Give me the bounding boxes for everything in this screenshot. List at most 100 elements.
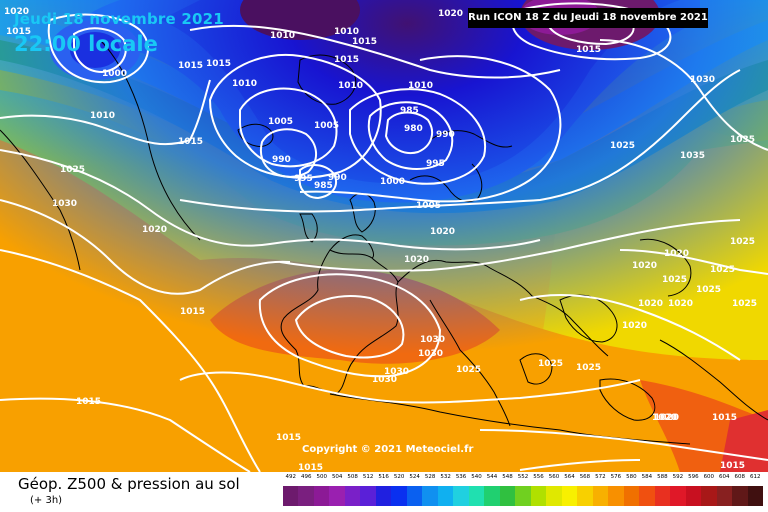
isobar-label: 1025 <box>730 237 755 247</box>
isobar-label: 1015 <box>76 397 101 407</box>
scale-swatch <box>437 486 454 506</box>
isobar-label: 1015 <box>6 27 31 37</box>
scale-label: 588 <box>657 474 668 480</box>
scale-swatch <box>716 486 733 506</box>
isobar-label: 1010 <box>408 81 433 91</box>
copyright-notice: Copyright © 2021 Meteociel.fr <box>302 444 474 455</box>
isobar-label: 1015 <box>334 55 359 65</box>
isobar-label: 980 <box>404 124 423 134</box>
isobar-label: 1020 <box>638 299 663 309</box>
isobar-label: 1010 <box>338 81 363 91</box>
isobar-label: 1020 <box>430 227 455 237</box>
isobar-label: 1030 <box>372 375 397 385</box>
isobar-label: 1015 <box>576 45 601 55</box>
z500-purple-core-north <box>240 0 360 40</box>
isobar-label: 1005 <box>416 201 441 211</box>
scale-swatch <box>499 486 516 506</box>
scale-swatch <box>670 486 686 506</box>
isobar-label: 1020 <box>622 321 647 331</box>
scale-label: 516 <box>378 474 389 480</box>
scale-label: 572 <box>595 474 606 480</box>
scale-swatch <box>577 486 593 506</box>
scale-swatch <box>453 486 469 506</box>
scale-swatch <box>515 486 531 506</box>
isobar-label: 1030 <box>52 199 77 209</box>
scale-label: 536 <box>455 474 467 480</box>
weather-map: 1020 1015 1000 1010 1015 1015 1010 1010 … <box>0 0 768 472</box>
scale-label: 604 <box>719 474 730 480</box>
isobar-label: 1000 <box>102 69 127 79</box>
scale-label: 560 <box>548 474 560 480</box>
scale-swatch <box>344 486 361 506</box>
map-variable-title: Géop. Z500 & pression au sol <box>18 475 240 493</box>
isobar-label: 1015 <box>178 137 203 147</box>
scale-label: 540 <box>471 474 482 480</box>
isobar-label: 1000 <box>380 177 405 187</box>
isobar-label: 1025 <box>662 275 687 285</box>
isobar-label: 985 <box>314 181 333 191</box>
scale-swatch <box>530 486 547 506</box>
isobar-label: 1015 <box>206 59 231 69</box>
scale-swatch <box>313 486 330 506</box>
isobar-label: 1005 <box>314 121 339 131</box>
isobar-label: 1005 <box>268 117 293 127</box>
isobar-label: 1010 <box>90 111 115 121</box>
isobar-label: 1020 <box>664 249 689 259</box>
scale-label: 524 <box>409 474 420 480</box>
scale-label: 596 <box>688 474 699 480</box>
forecast-time: 22:00 locale <box>14 32 158 56</box>
legend-footer: Géop. Z500 & pression au sol (+ 3h) 492 4… <box>0 472 768 512</box>
scale-label: 508 <box>347 474 358 480</box>
scale-swatch <box>608 486 624 506</box>
isobar-label: 1010 <box>334 27 359 37</box>
isobar-label: 1015 <box>178 61 203 71</box>
scale-label: 612 <box>750 474 761 480</box>
scale-swatch <box>406 486 423 506</box>
isobar-label: 1015 <box>180 307 205 317</box>
isobar-label: 1015 <box>720 461 745 471</box>
isobar-label: 1020 <box>652 413 677 423</box>
scale-label: 592 <box>672 474 684 480</box>
scale-swatch <box>639 486 655 506</box>
isobar-label: 1020 <box>404 255 429 265</box>
scale-label: 492 <box>285 474 296 480</box>
isobar-label: 995 <box>294 174 313 184</box>
isobar-label: 1030 <box>420 335 445 345</box>
forecast-date: Jeudi 18 novembre 2021 <box>14 10 224 28</box>
scale-label: 608 <box>734 474 746 480</box>
scale-swatch <box>546 486 562 506</box>
isobar-label: 1035 <box>730 135 755 145</box>
isobar-label: 1025 <box>732 299 757 309</box>
isobar-label: 1020 <box>142 225 167 235</box>
scale-label: 504 <box>331 474 343 480</box>
forecast-step: (+ 3h) <box>30 495 63 506</box>
isobar-label: 1015 <box>298 463 323 472</box>
scale-label: 496 <box>300 474 312 480</box>
scale-label: 600 <box>703 474 715 480</box>
isobar-label: 1030 <box>384 367 409 377</box>
z500-low-core <box>0 0 768 472</box>
scale-label: 500 <box>316 474 327 480</box>
scale-label: 512 <box>362 474 374 480</box>
scale-swatch <box>685 486 702 506</box>
isobar-label: 1015 <box>276 433 301 443</box>
isobar-label: 1015 <box>352 37 377 47</box>
isobars <box>0 2 768 472</box>
isobar-labels: 1020 1015 1000 1010 1015 1015 1010 1010 … <box>4 7 757 472</box>
scale-label: 544 <box>486 474 498 480</box>
scale-label: 532 <box>440 474 451 480</box>
z500-canadian-low-core <box>70 32 120 68</box>
scale-swatch <box>561 486 578 506</box>
isobar-label: 1020 <box>632 261 657 271</box>
isobar-label: 1025 <box>696 285 721 295</box>
isobar-label: 1020 <box>4 7 29 17</box>
scale-label: 580 <box>626 474 637 480</box>
isobar-label: 1030 <box>690 75 715 85</box>
scale-swatch <box>484 486 500 506</box>
isobar-label: 1025 <box>456 365 481 375</box>
color-scale-bar <box>283 486 764 506</box>
isobar-label: 985 <box>400 106 419 116</box>
isobar-label: 1020 <box>668 299 693 309</box>
scale-swatch <box>422 486 438 506</box>
scale-swatch <box>360 486 376 506</box>
